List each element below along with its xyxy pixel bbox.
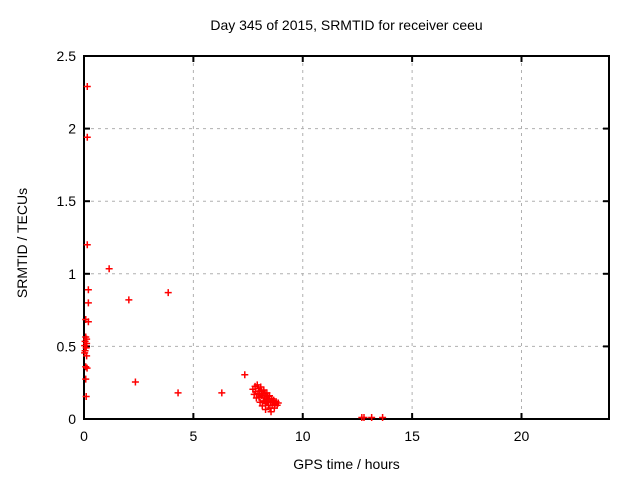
data-point (83, 241, 91, 249)
data-point (83, 364, 91, 372)
data-point (360, 414, 368, 422)
data-point (105, 265, 113, 273)
data-point (218, 389, 226, 397)
data-point (84, 286, 92, 294)
data-point (131, 378, 139, 386)
data-point (125, 296, 133, 304)
x-tick-label: 15 (404, 428, 420, 444)
data-point (379, 414, 387, 422)
data-point (274, 399, 282, 407)
data-point (84, 318, 92, 326)
data-point (262, 406, 270, 414)
y-tick-label: 1 (68, 266, 76, 282)
plot-border (83, 55, 610, 420)
data-point (241, 371, 249, 379)
y-tick-label: 1.5 (57, 193, 77, 209)
data-point (83, 133, 91, 141)
x-axis-label: GPS time / hours (293, 456, 400, 472)
data-point (82, 392, 90, 400)
data-point (82, 375, 90, 383)
y-tick-label: 0 (68, 411, 76, 427)
data-point (164, 289, 172, 297)
y-tick-label: 0.5 (57, 338, 77, 354)
data-point (267, 408, 275, 416)
data-point (84, 299, 92, 307)
y-tick-label: 2 (68, 121, 76, 137)
data-point (83, 352, 91, 360)
x-tick-label: 0 (80, 428, 88, 444)
x-tick-label: 10 (295, 428, 311, 444)
data-point (82, 363, 90, 371)
x-tick-label: 20 (514, 428, 530, 444)
data-point (174, 389, 182, 397)
data-point (256, 398, 264, 406)
chart-title: Day 345 of 2015, SRMTID for receiver cee… (210, 17, 483, 33)
data-point (83, 82, 91, 90)
x-tick-label: 5 (189, 428, 197, 444)
y-tick-label: 2.5 (57, 48, 77, 64)
data-point (368, 414, 376, 422)
